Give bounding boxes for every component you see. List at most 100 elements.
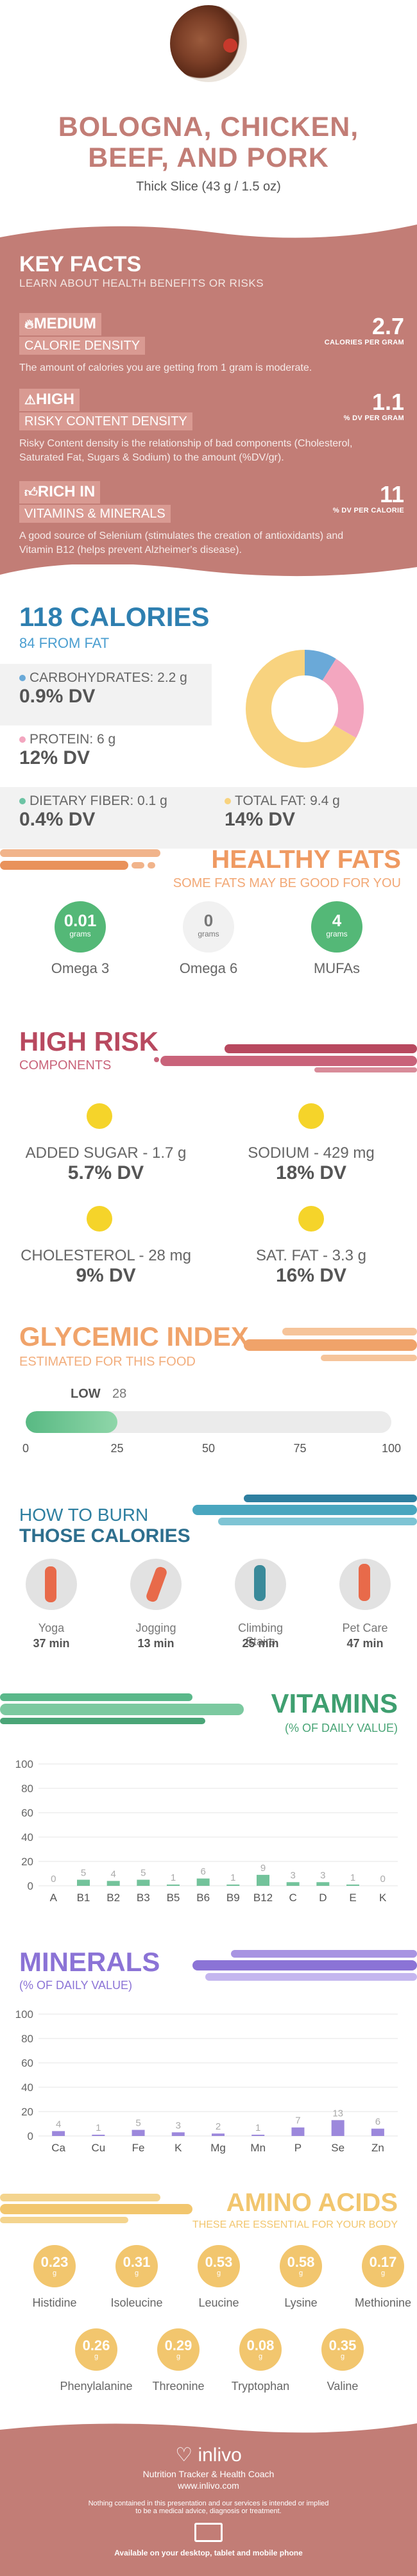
footer-tagline: Nutrition Tracker & Health Coach [142, 2469, 275, 2479]
vitamin-category-label: B2 [106, 1892, 120, 1904]
exercise-minutes: 47 min [346, 1637, 384, 1650]
healthy-fat-name: MUFAs [313, 960, 361, 976]
macro-fiber: DIETARY FIBER: 0.1 g 0.4% DV [0, 787, 212, 849]
footer-url[interactable]: www.inlivo.com [178, 2480, 239, 2491]
glycemic-tick-label: 0 [22, 1442, 29, 1455]
high-risk-stripes [154, 1044, 417, 1072]
vitamin-category-label: B6 [196, 1892, 210, 1904]
amino-acid-bubble: 0.23 g [33, 2245, 76, 2287]
page-title-line2: BEEF, AND PORK [88, 142, 329, 173]
pet-care-figure [359, 1564, 370, 1601]
smiley-icon [87, 1103, 112, 1129]
mineral-ytick: 20 [21, 2106, 33, 2118]
vitamin-value-label: 6 [200, 1867, 205, 1877]
minerals-stripes [192, 1950, 417, 1981]
vitamin-bar [196, 1878, 210, 1886]
amino-acid-value: 0.58 [287, 2254, 315, 2270]
thumbs-up-icon: 👍︎ [24, 486, 38, 500]
glycemic-level: LOW [71, 1387, 101, 1401]
exercise-name: Jogging [135, 1622, 176, 1634]
glycemic-title: GLYCEMIC INDEX [19, 1321, 249, 1352]
glycemic-tick-label: 100 [381, 1442, 402, 1455]
key-fact-level: HIGH [35, 391, 74, 408]
healthy-fat-value: 4 [332, 911, 342, 930]
key-fact-tag: ⚠︎HIGH [19, 389, 80, 411]
mineral-value-label: 2 [216, 2121, 221, 2132]
key-fact-level: RICH IN [37, 483, 96, 500]
minerals-title: MINERALS [19, 1947, 160, 1977]
risk-label: SAT. FAT - 3.3 g [255, 1247, 367, 1264]
healthy-fat-bubble: 4 grams [311, 901, 362, 953]
smiley-icon [87, 1206, 112, 1232]
footer-available: Available on your desktop, tablet and mo… [114, 2548, 303, 2557]
amino-acid-unit: g [380, 2269, 386, 2277]
key-fact-description: Risky Content density is the relationshi… [19, 438, 353, 463]
amino-acid-value: 0.53 [205, 2254, 233, 2270]
key-fact-value-label: % DV PER CALORIE [332, 507, 404, 514]
vitamins-subtitle: (% OF DAILY VALUE) [284, 1722, 398, 1734]
healthy-fat-name: Omega 6 [179, 960, 238, 976]
mineral-bar [212, 2133, 225, 2136]
risk-label: SODIUM - 429 mg [248, 1144, 375, 1162]
key-facts-wave-bottom [0, 558, 417, 577]
glycemic-tick-label: 25 [110, 1442, 124, 1455]
vitamin-ytick: 60 [21, 1807, 33, 1819]
risk-label: ADDED SUGAR - 1.7 g [25, 1144, 187, 1162]
fat-dv: 14% DV [225, 809, 296, 830]
heart-icon: ♡ [175, 2445, 193, 2466]
amino-acid-value: 0.35 [328, 2337, 357, 2353]
key-fact-calorie-density: 🔥︎MEDIUM CALORIE DENSITY The amount of c… [19, 313, 404, 375]
exercise-name: Yoga [38, 1622, 65, 1634]
macro-fat: TOTAL FAT: 9.4 g 14% DV [212, 787, 417, 849]
healthy-fat-value: 0.01 [64, 911, 97, 930]
risk-label: CHOLESTEROL - 28 mg [21, 1247, 191, 1264]
healthy-fats-title: HEALTHY FATS [211, 845, 401, 874]
minerals-subtitle: (% OF DAILY VALUE) [19, 1979, 133, 1992]
mineral-value-label: 6 [375, 2117, 380, 2128]
donut-slice-fat [246, 650, 357, 768]
mineral-ytick: 40 [21, 2081, 33, 2094]
fat-label: TOTAL FAT: 9.4 g [235, 793, 340, 808]
stairs-figure [254, 1565, 266, 1601]
mineral-bar [132, 2130, 145, 2136]
healthy-fat-value: 0 [203, 911, 214, 930]
healthy-fat-item: 0 grams Omega 6 [167, 901, 250, 985]
glycemic-ticks: 0 25 50 75 100 [0, 1442, 417, 1457]
amino-acid-bubble: 0.17 g [362, 2245, 404, 2287]
healthy-fat-unit: grams [326, 929, 348, 938]
vitamin-category-label: B1 [77, 1892, 90, 1904]
fiber-dv: 0.4% DV [19, 809, 96, 830]
burn-title-line1: HOW TO BURN [19, 1505, 149, 1525]
page-title-line1: BOLOGNA, CHICKEN, [58, 112, 359, 142]
vitamin-value-label: 3 [320, 1870, 325, 1881]
vitamin-bar [346, 1885, 359, 1886]
amino-acid-name: Valine [327, 2380, 359, 2393]
key-fact-tag: 👍︎RICH IN [19, 481, 101, 504]
healthy-fat-name: Omega 3 [51, 960, 110, 976]
key-fact-description: The amount of calories you are getting f… [19, 362, 312, 373]
vitamins-chart: 0 20 40 60 80 100 0 A 5 B1 4 B2 5 B3 1 B5 6 B6 1 B9 9 B12 3 C 3 D… [15, 1758, 398, 1904]
glycemic-fill [26, 1411, 117, 1433]
exercise-jogging: Jogging 13 min [117, 1559, 194, 1655]
warning-icon: ⚠︎ [24, 393, 36, 407]
mineral-value-label: 4 [56, 2119, 61, 2130]
vitamin-category-label: E [349, 1892, 356, 1904]
amino-acid-value: 0.31 [123, 2254, 151, 2270]
mineral-ytick: 0 [28, 2130, 33, 2142]
amino-acid-unit: g [94, 2353, 99, 2360]
mineral-value-label: 7 [295, 2115, 300, 2126]
vitamin-bar [137, 1879, 150, 1886]
vitamin-value-label: 0 [380, 1874, 385, 1885]
vitamin-bar [167, 1885, 180, 1886]
inlivo-logo: ♡ inlivo [0, 2444, 417, 2466]
vitamin-value-label: 3 [290, 1870, 295, 1881]
high-risk-title: HIGH RISK [19, 1026, 159, 1056]
healthy-fats-stripes [0, 849, 160, 870]
footer-brand: inlivo [198, 2445, 242, 2466]
vitamin-bar [257, 1874, 269, 1886]
amino-title: AMINO ACIDS [226, 2189, 398, 2217]
amino-acid-bubble: 0.35 g [321, 2328, 364, 2371]
mineral-bar [171, 2132, 185, 2136]
glycemic-value: 28 [112, 1387, 127, 1401]
amino-acid-bubble: 0.53 g [198, 2245, 240, 2287]
